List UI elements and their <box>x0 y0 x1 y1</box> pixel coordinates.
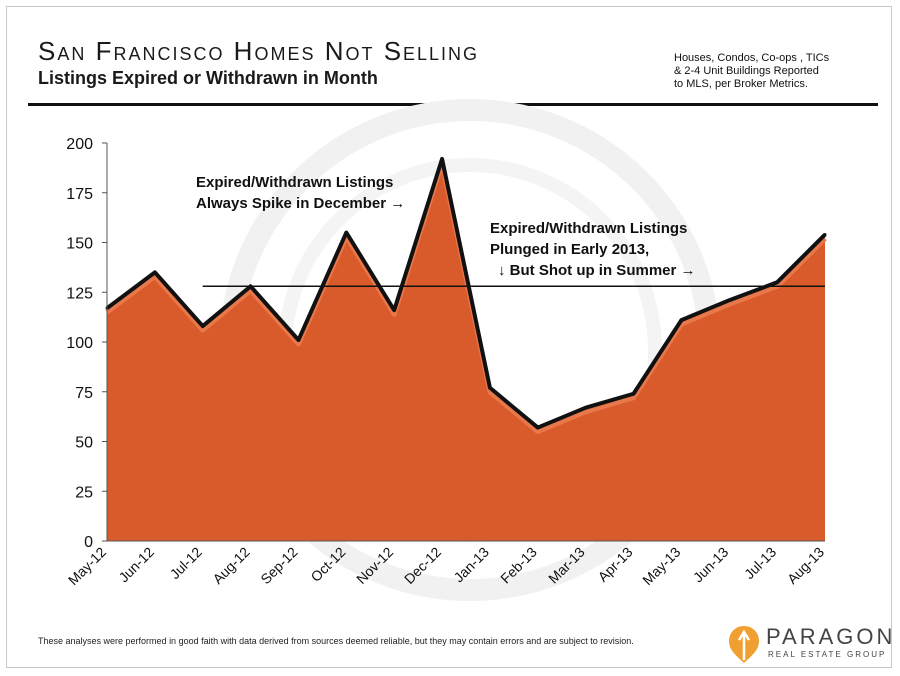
source-note-line: & 2-4 Unit Buildings Reported <box>674 65 819 77</box>
data-point <box>344 231 348 235</box>
y-tick-label: 75 <box>75 385 93 402</box>
x-tick-label: May-13 <box>639 544 683 588</box>
annotation-december: Always Spike in December → <box>196 195 405 212</box>
x-tick-label: Aug-12 <box>209 544 252 587</box>
data-point <box>727 298 731 302</box>
annotation-december: Expired/Withdrawn Listings <box>196 174 393 191</box>
y-tick-label: 150 <box>66 236 93 253</box>
data-point <box>679 318 683 322</box>
company-logo: PARAGON REAL ESTATE GROUP <box>728 622 898 668</box>
series-line <box>105 156 827 430</box>
x-tick-label: Jun-13 <box>690 544 732 586</box>
y-tick-label: 25 <box>75 484 93 501</box>
data-point <box>392 308 396 312</box>
y-tick-label: 0 <box>84 534 93 551</box>
x-tick-label: Jul-13 <box>741 544 779 582</box>
data-point <box>823 233 827 237</box>
area-fill <box>107 158 825 542</box>
x-tick-label: Aug-13 <box>784 544 827 587</box>
x-tick-label: Jun-12 <box>115 544 157 586</box>
paragon-logo-icon <box>729 626 759 663</box>
data-point <box>632 392 636 396</box>
y-tick-label: 125 <box>66 285 93 302</box>
x-tick-label: Jul-12 <box>167 544 205 582</box>
source-note: Houses, Condos, Co-ops , TICs & 2-4 Unit… <box>674 52 874 91</box>
data-point <box>775 280 779 284</box>
y-tick-label: 50 <box>75 435 93 452</box>
chart-subtitle: Listings Expired or Withdrawn in Month <box>38 68 378 88</box>
data-point <box>201 324 205 328</box>
data-point <box>536 426 540 430</box>
data-point <box>296 338 300 342</box>
annotation-2013: ↓ But Shot up in Summer → <box>498 262 696 279</box>
source-note-line: to MLS, per Broker Metrics. <box>674 78 808 90</box>
data-point <box>153 270 157 274</box>
y-tick-label: 175 <box>66 186 93 203</box>
y-tick-label: 200 <box>66 136 93 153</box>
source-note-line: Houses, Condos, Co-ops , TICs <box>674 52 830 64</box>
data-point <box>584 406 588 410</box>
chart-title: San Francisco Homes Not Selling <box>38 36 480 66</box>
annotation-2013: Plunged in Early 2013, <box>490 241 649 258</box>
x-tick-label: Sep-12 <box>257 544 300 587</box>
logo-name: PARAGON <box>766 624 896 649</box>
annotation-2013: Expired/Withdrawn Listings <box>490 220 687 237</box>
disclaimer: These analyses were performed in good fa… <box>38 636 634 646</box>
y-tick-label: 100 <box>66 335 93 352</box>
data-point <box>440 157 444 161</box>
data-point <box>488 386 492 390</box>
logo-tagline: REAL ESTATE GROUP <box>768 650 887 659</box>
